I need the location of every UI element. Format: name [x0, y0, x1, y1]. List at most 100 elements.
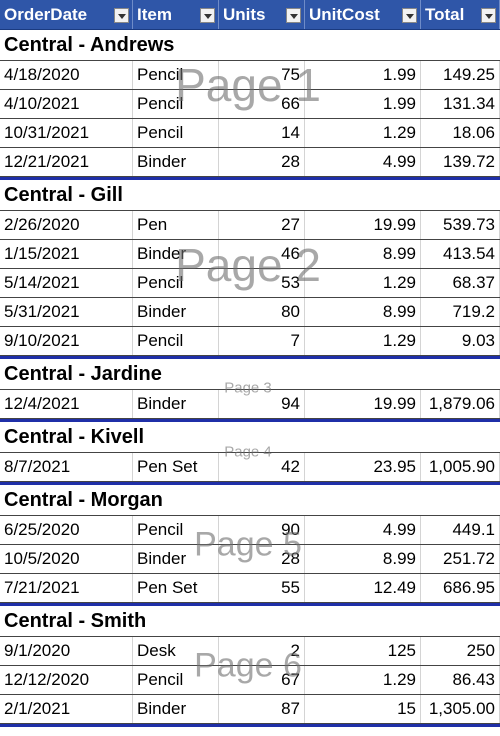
cell[interactable]: 75: [219, 61, 305, 89]
filter-button[interactable]: [481, 8, 496, 23]
cell[interactable]: Binder: [133, 695, 219, 723]
data-row: 2/26/2020 Pen 27 19.99 539.73: [0, 211, 500, 240]
cell[interactable]: 1,005.90: [421, 453, 500, 481]
cell[interactable]: 131.34: [421, 90, 500, 118]
cell[interactable]: Pen Set: [133, 574, 219, 602]
filter-button[interactable]: [200, 8, 215, 23]
cell[interactable]: 10/5/2020: [0, 545, 133, 573]
cell[interactable]: Binder: [133, 545, 219, 573]
data-row: 7/21/2021 Pen Set 55 12.49 686.95: [0, 574, 500, 603]
cell[interactable]: 8.99: [305, 298, 421, 326]
filter-button[interactable]: [286, 8, 301, 23]
column-header-text: Units: [223, 4, 266, 24]
cell[interactable]: 46: [219, 240, 305, 268]
cell[interactable]: 1.99: [305, 61, 421, 89]
cell[interactable]: 449.1: [421, 516, 500, 544]
data-row: 12/21/2021 Binder 28 4.99 139.72: [0, 148, 500, 177]
cell[interactable]: Pencil: [133, 516, 219, 544]
cell[interactable]: 9.03: [421, 327, 500, 355]
cell[interactable]: 5/14/2021: [0, 269, 133, 297]
cell[interactable]: 28: [219, 545, 305, 573]
cell[interactable]: 1.29: [305, 119, 421, 147]
cell[interactable]: 4/10/2021: [0, 90, 133, 118]
cell[interactable]: 2/1/2021: [0, 695, 133, 723]
cell[interactable]: 87: [219, 695, 305, 723]
cell[interactable]: Pen Set: [133, 453, 219, 481]
cell[interactable]: Pencil: [133, 327, 219, 355]
cell[interactable]: 12.49: [305, 574, 421, 602]
cell[interactable]: 1/15/2021: [0, 240, 133, 268]
cell[interactable]: 1.29: [305, 327, 421, 355]
cell[interactable]: 90: [219, 516, 305, 544]
cell[interactable]: 6/25/2020: [0, 516, 133, 544]
cell[interactable]: 149.25: [421, 61, 500, 89]
cell[interactable]: 1.29: [305, 666, 421, 694]
cell[interactable]: 86.43: [421, 666, 500, 694]
cell[interactable]: 23.95: [305, 453, 421, 481]
column-header: OrderDate: [0, 0, 133, 29]
cell[interactable]: Desk: [133, 637, 219, 665]
cell[interactable]: 80: [219, 298, 305, 326]
cell[interactable]: 12/21/2021: [0, 148, 133, 176]
cell[interactable]: 250: [421, 637, 500, 665]
cell[interactable]: 1.99: [305, 90, 421, 118]
data-row: 8/7/2021 Pen Set 42 23.95 1,005.90: [0, 453, 500, 482]
cell[interactable]: 19.99: [305, 390, 421, 418]
cell[interactable]: Pencil: [133, 119, 219, 147]
cell[interactable]: 19.99: [305, 211, 421, 239]
cell[interactable]: 53: [219, 269, 305, 297]
group-title: Central - Morgan: [4, 488, 163, 511]
filter-button[interactable]: [402, 8, 417, 23]
cell[interactable]: 7: [219, 327, 305, 355]
cell[interactable]: 1,879.06: [421, 390, 500, 418]
cell[interactable]: Binder: [133, 240, 219, 268]
cell[interactable]: 4/18/2020: [0, 61, 133, 89]
cell[interactable]: 4.99: [305, 148, 421, 176]
cell[interactable]: 42: [219, 453, 305, 481]
cell[interactable]: 14: [219, 119, 305, 147]
cell[interactable]: Pencil: [133, 90, 219, 118]
cell[interactable]: 251.72: [421, 545, 500, 573]
column-header: Total: [421, 0, 500, 29]
cell[interactable]: 94: [219, 390, 305, 418]
cell[interactable]: Pen: [133, 211, 219, 239]
cell[interactable]: 686.95: [421, 574, 500, 602]
cell[interactable]: 9/10/2021: [0, 327, 133, 355]
cell[interactable]: 4.99: [305, 516, 421, 544]
cell[interactable]: 7/21/2021: [0, 574, 133, 602]
cell[interactable]: Pencil: [133, 61, 219, 89]
cell[interactable]: Pencil: [133, 666, 219, 694]
cell[interactable]: Binder: [133, 148, 219, 176]
cell[interactable]: 1.29: [305, 269, 421, 297]
cell[interactable]: 8.99: [305, 240, 421, 268]
data-row: 5/31/2021 Binder 80 8.99 719.2: [0, 298, 500, 327]
cell[interactable]: 15: [305, 695, 421, 723]
cell[interactable]: 2/26/2020: [0, 211, 133, 239]
cell[interactable]: 125: [305, 637, 421, 665]
cell[interactable]: 27: [219, 211, 305, 239]
cell[interactable]: 413.54: [421, 240, 500, 268]
cell[interactable]: 68.37: [421, 269, 500, 297]
cell[interactable]: 28: [219, 148, 305, 176]
cell[interactable]: 719.2: [421, 298, 500, 326]
cell[interactable]: 8/7/2021: [0, 453, 133, 481]
cell[interactable]: 67: [219, 666, 305, 694]
cell[interactable]: 12/4/2021: [0, 390, 133, 418]
group-title: Central - Jardine: [4, 362, 162, 385]
cell[interactable]: Pencil: [133, 269, 219, 297]
cell[interactable]: Binder: [133, 298, 219, 326]
cell[interactable]: 18.06: [421, 119, 500, 147]
cell[interactable]: 12/12/2020: [0, 666, 133, 694]
filter-button[interactable]: [114, 8, 129, 23]
cell[interactable]: 1,305.00: [421, 695, 500, 723]
cell[interactable]: 8.99: [305, 545, 421, 573]
cell[interactable]: 55: [219, 574, 305, 602]
cell[interactable]: 139.72: [421, 148, 500, 176]
cell[interactable]: 539.73: [421, 211, 500, 239]
cell[interactable]: Binder: [133, 390, 219, 418]
cell[interactable]: 10/31/2021: [0, 119, 133, 147]
cell[interactable]: 5/31/2021: [0, 298, 133, 326]
cell[interactable]: 2: [219, 637, 305, 665]
cell[interactable]: 66: [219, 90, 305, 118]
cell[interactable]: 9/1/2020: [0, 637, 133, 665]
